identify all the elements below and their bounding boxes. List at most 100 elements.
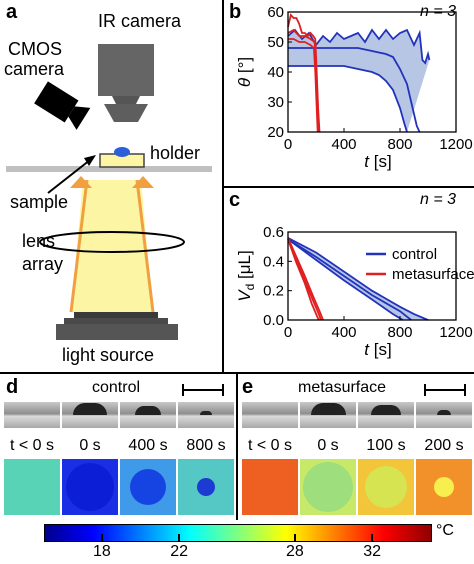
volume-xtick-label: 0 [284,324,292,341]
control-ir-droplet-1 [66,463,114,511]
theta-ytick-label: 60 [267,4,284,21]
panel-d-label: d [6,376,19,398]
panel-e-label: e [242,376,254,398]
metasurface-side-view-0 [242,402,298,428]
metasurface-side-view-2 [358,402,414,428]
metasurface-time-label-1: 0 s [317,437,339,454]
divider-bc [224,186,474,188]
volume-series-0-upper [287,237,429,321]
colorbar-tick-label: 22 [170,543,188,560]
metasurface-side-droplet-3 [437,410,451,415]
control-time-label-2: 400 s [128,437,168,454]
metasurface-side-droplet-1 [310,402,346,415]
volume-xtick-label: 800 [387,324,412,341]
theta-series-0-mean [288,47,421,133]
control-ir-droplet-3 [197,478,215,496]
sample-stage [6,166,212,172]
control-side-view-0 [4,402,60,428]
temperature-colorbar [44,524,432,542]
theta-series-1-mean [287,28,320,133]
volume-axes-frame [287,231,457,321]
metasurface-ir-droplet-3 [434,477,454,497]
theta-series-1-lower [288,38,319,133]
control-ir-droplet-2 [130,469,166,505]
lens-label-line2: array [22,254,64,274]
control-side-view-1 [62,402,118,428]
volume-xtick-label: 1200 [439,324,472,341]
arrow-head-left [70,176,92,188]
panel-c-label: c [229,189,241,211]
ir-camera-neck [112,96,140,104]
droplet-icon [114,147,130,157]
theta-xtick-label: 0 [284,136,292,153]
theta-ytick-label: 50 [267,34,284,51]
colorbar-tick-mark [293,534,296,541]
theta-xtick-label: 400 [331,136,356,153]
volume-series-0-lower [287,238,404,321]
theta-ytick-label: 20 [267,124,284,141]
control-time-label-0: t < 0 s [9,437,55,454]
ir-camera-label: IR camera [98,11,182,31]
metasurface-time-label-2: 100 s [366,437,406,454]
cmos-label-line1: CMOS [8,39,62,59]
volume-band-0 [288,237,428,320]
volume-series-1-upper [287,237,324,321]
colorbar-tick-mark [178,534,181,541]
metasurface-side-view-1 [300,402,356,428]
theta-band-0 [288,30,430,132]
metasurface-ir-droplet-2 [365,466,407,508]
control-side-droplet-3 [199,410,213,415]
theta-xlabel: t [s] [364,152,391,171]
panel-b-n: n = 3 [420,3,457,20]
scale-bar-e [424,389,466,391]
control-side-view-3 [178,402,234,428]
metasurface-side-droplet-2 [371,404,401,415]
volume-xlabel: t [s] [364,340,391,359]
volume-ytick-label: 0.2 [263,283,284,300]
panel-e-title: metasurface [298,379,387,396]
metasurface-ir-image-2 [358,459,414,515]
colorbar-tick-label: 32 [363,543,381,560]
cmos-camera-icon [34,81,91,130]
colorbar-tick-mark [371,534,374,541]
colorbar-tick-label: 28 [285,543,304,560]
volume-xtick-label: 400 [331,324,356,341]
metasurface-time-label-0: t < 0 s [247,437,293,454]
control-ir-image-0 [4,459,60,515]
volume-series-1-lower [287,238,320,321]
panel-d-title: control [92,379,141,396]
divider-de [236,374,238,520]
metasurface-ir-image-0 [242,459,298,515]
volume-legend-label-0: control [392,246,437,263]
theta-ytick-label: 30 [267,94,284,111]
ir-camera-lens [104,104,148,122]
theta-xtick-label: 1200 [439,136,472,153]
ir-camera-body [98,44,154,96]
metasurface-ir-image-1 [300,459,356,515]
control-time-label-1: 0 s [79,437,101,454]
light-source-label: light source [62,345,155,365]
holder-label: holder [150,143,201,163]
setup-schematic [6,44,212,340]
theta-ytick-label: 40 [267,64,284,81]
arrow-head-right [132,176,154,188]
volume-ytick-label: 0.0 [263,312,284,329]
colorbar-unit: °C [436,522,454,539]
control-side-droplet-1 [73,403,107,415]
light-source-lamp [56,324,178,340]
theta-ylabel: θ [°] [235,57,254,87]
divider-horizontal [0,372,474,374]
colorbar-tick-mark [100,534,103,541]
cmos-label-line2: camera [4,59,65,79]
control-time-label-3: 800 s [186,437,226,454]
control-ir-image-1 [62,459,118,515]
theta-xtick-label: 800 [387,136,412,153]
panel-b-label: b [229,1,242,23]
light-beam [71,180,153,312]
metasurface-ir-droplet-1 [303,462,353,512]
metasurface-side-view-3 [416,402,472,428]
lens-label-line1: lens [22,231,56,251]
panel-a-label: a [6,1,18,23]
metasurface-time-label-3: 200 s [424,437,464,454]
volume-ylabel: Vd [μL] [235,250,257,301]
